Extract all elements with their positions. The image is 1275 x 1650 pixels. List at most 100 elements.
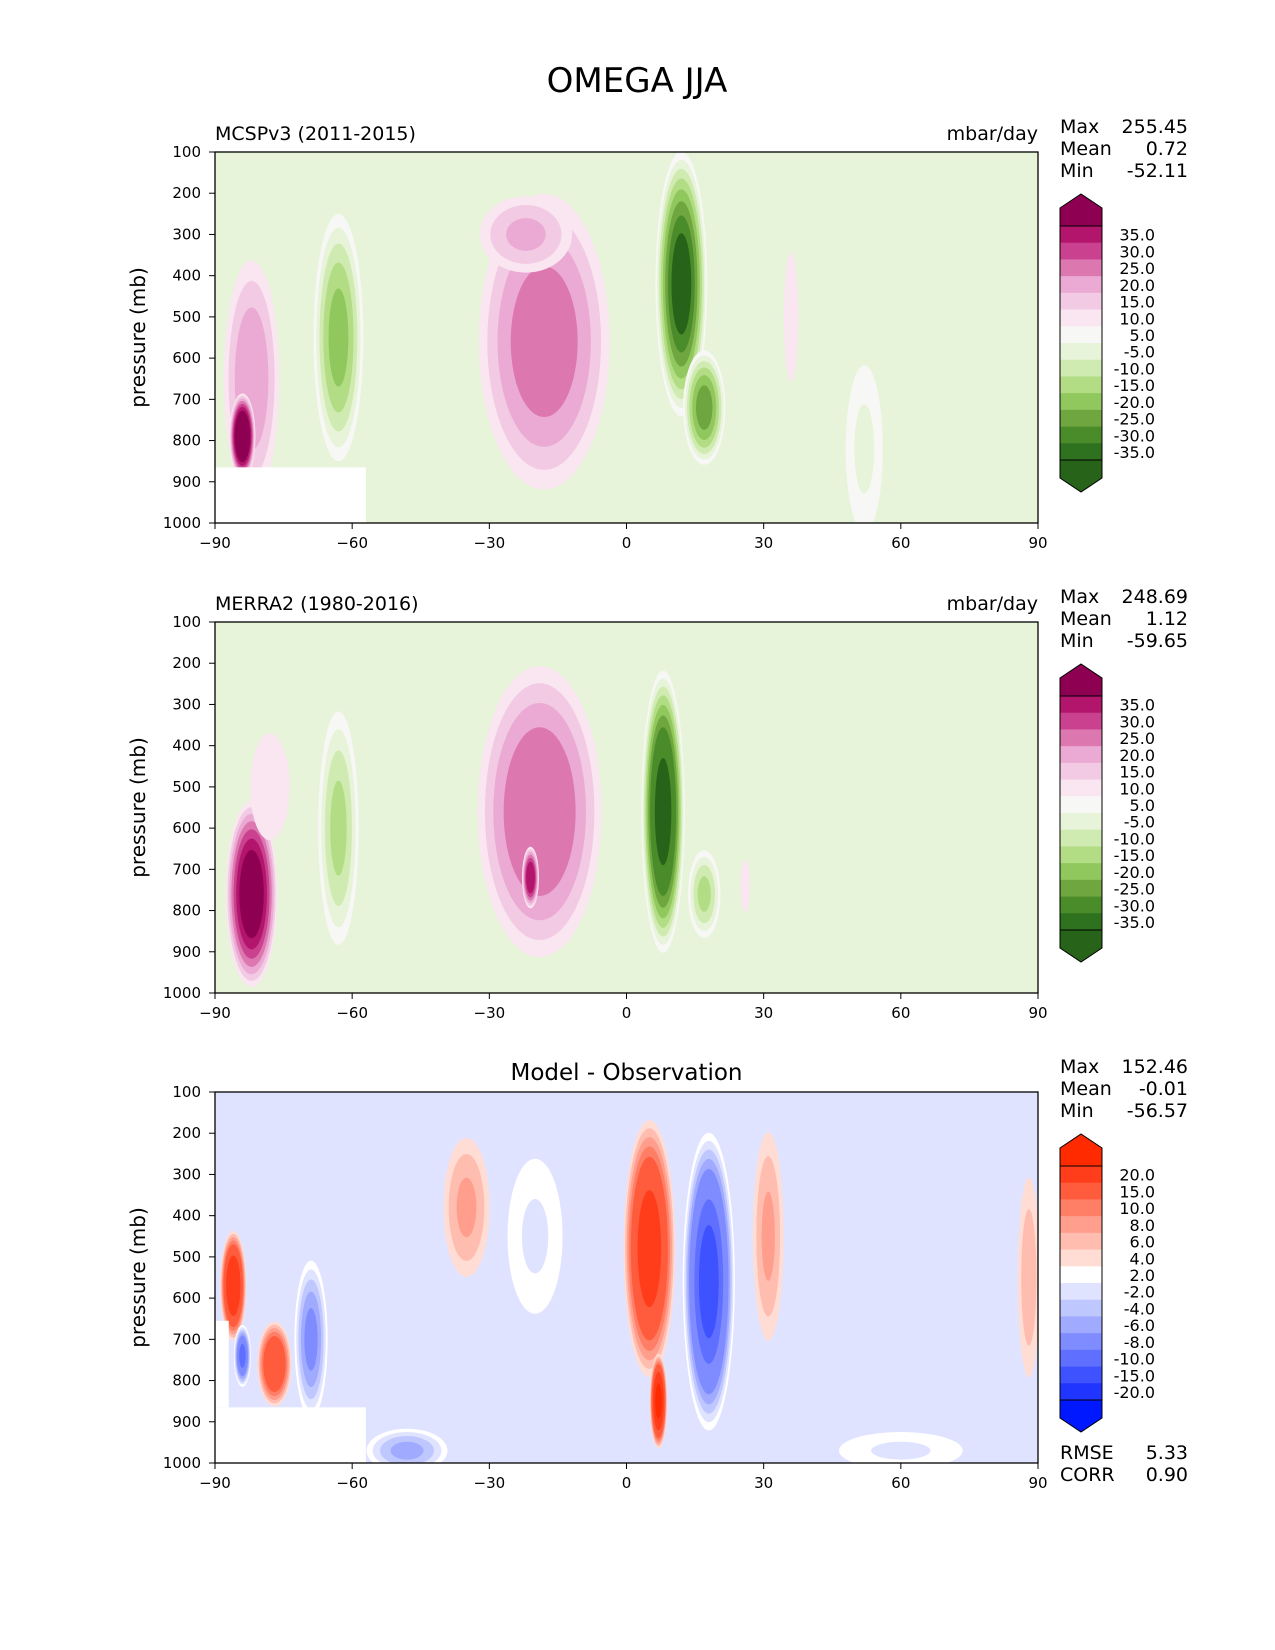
stat-label: Min: [1060, 160, 1094, 182]
colorbar-segment: [1060, 1366, 1102, 1384]
x-tick-label: 60: [891, 534, 910, 552]
contour-feature-2: [655, 1383, 662, 1420]
colorbar-label: 5.0: [1130, 326, 1155, 345]
colorbar-segment: [1060, 326, 1102, 344]
colorbar-label: -15.0: [1114, 846, 1155, 865]
x-tick-label: 60: [891, 1004, 910, 1022]
y-tick-label: 700: [172, 390, 201, 408]
colorbar-frame: [1059, 1165, 1103, 1401]
stat-value: 255.45: [1122, 116, 1188, 138]
y-tick-label: 1000: [163, 984, 201, 1002]
colorbar-segment: [1060, 846, 1102, 864]
colorbar-segment: [1060, 779, 1102, 797]
stat-label: Max: [1060, 586, 1099, 608]
colorbar-label: 35.0: [1119, 226, 1155, 245]
x-tick-label: −60: [336, 1004, 368, 1022]
colorbar-segment: [1060, 226, 1102, 244]
x-tick-label: −30: [474, 534, 506, 552]
stat-label: Mean: [1060, 138, 1112, 160]
contour-feature-5: [328, 288, 349, 387]
colorbar-label: -6.0: [1124, 1316, 1155, 1335]
colorbar-segment: [1060, 879, 1102, 897]
colorbar-segment: [1060, 796, 1102, 814]
contour-feature-8: [267, 1347, 282, 1381]
colorbar-segment: [1060, 1182, 1102, 1200]
y-tick-label: 400: [172, 267, 201, 285]
colorbar-segment: [1060, 259, 1102, 277]
colorbar-label: 4.0: [1130, 1249, 1155, 1268]
contour-feature-6: [259, 760, 280, 814]
x-tick-label: −30: [474, 1004, 506, 1022]
y-tick-label: 300: [172, 225, 201, 243]
colorbar-segment: [1060, 359, 1102, 377]
contour-fields: [220, 1120, 1038, 1463]
y-axis-label: pressure (mb): [126, 737, 150, 878]
y-tick-label: 700: [172, 1330, 201, 1348]
colorbar-segment: [1060, 813, 1102, 831]
y-tick-label: 500: [172, 1248, 201, 1266]
colorbar-segment: [1060, 1166, 1102, 1184]
x-tick-label: −90: [199, 534, 231, 552]
colorbar-segment: [1060, 1383, 1102, 1401]
colorbar-segment: [1060, 343, 1102, 361]
y-tick-label: 900: [172, 943, 201, 961]
contour-feature-9: [786, 272, 797, 362]
contour-feature-11: [390, 1441, 424, 1460]
colorbar-segment: [1060, 829, 1102, 847]
colorbar-segment: [1060, 1299, 1102, 1317]
y-tick-label: 600: [172, 1289, 201, 1307]
contour-feature-3: [698, 1225, 719, 1339]
contour-feature-8: [742, 867, 749, 904]
colorbar-frame: [1059, 695, 1103, 931]
colorbar-label: 25.0: [1119, 259, 1155, 278]
colorbar-segment: [1060, 242, 1102, 260]
stat-value: 152.46: [1122, 1056, 1188, 1078]
colorbar-segment: [1060, 276, 1102, 294]
x-tick-label: 60: [891, 1474, 910, 1492]
colorbar: 35.030.025.020.015.010.05.0-5.0-10.0-15.…: [1059, 193, 1155, 493]
colorbar-label: -20.0: [1114, 863, 1155, 882]
colorbar-label: -25.0: [1114, 880, 1155, 899]
x-tick-label: −60: [336, 534, 368, 552]
y-tick-label: 100: [172, 613, 201, 631]
y-tick-label: 200: [172, 654, 201, 672]
colorbar-segment: [1060, 1333, 1102, 1351]
contour-feature-13: [1023, 1232, 1034, 1323]
colorbar-label: 30.0: [1119, 712, 1155, 731]
contour-feature-7: [237, 420, 248, 453]
contour-feature-7: [228, 1264, 239, 1307]
panel-title-center: Model - Observation: [510, 1060, 742, 1086]
contour-feature-1: [639, 1199, 660, 1298]
colorbar-segment: [1060, 1199, 1102, 1217]
y-tick-label: 500: [172, 308, 201, 326]
stat-label: Max: [1060, 1056, 1099, 1078]
masked-region-2: [215, 1320, 229, 1408]
x-tick-label: 0: [622, 534, 632, 552]
stat-label: Max: [1060, 116, 1099, 138]
panel-3: −90 −60 −30 0 30 60 90 100 200 300 400 500 600 700 800…: [126, 1056, 1188, 1492]
stat-value: 5.33: [1146, 1442, 1188, 1464]
stat-label: Mean: [1060, 1078, 1112, 1100]
stat-value: -0.01: [1139, 1078, 1188, 1100]
colorbar-label: -10.0: [1114, 1350, 1155, 1369]
y-tick-label: 500: [172, 778, 201, 796]
y-tick-label: 800: [172, 1372, 201, 1390]
colorbar-label: -8.0: [1124, 1333, 1155, 1352]
colorbar-segment: [1060, 426, 1102, 444]
colorbar-segment: [1060, 292, 1102, 310]
contour-feature-10: [304, 1308, 318, 1371]
contour-feature-1: [514, 753, 565, 870]
contour-fields: [223, 152, 883, 523]
colorbar-label: -15.0: [1114, 376, 1155, 395]
colorbar-segment: [1060, 729, 1102, 747]
y-tick-label: 600: [172, 349, 201, 367]
x-tick-label: 30: [754, 1474, 773, 1492]
stat-label: Min: [1060, 630, 1094, 652]
colorbar-label: -30.0: [1114, 896, 1155, 915]
colorbar-label: 15.0: [1119, 1182, 1155, 1201]
colorbar-segment: [1060, 712, 1102, 730]
x-tick-label: −90: [199, 1004, 231, 1022]
y-tick-label: 100: [172, 143, 201, 161]
colorbar-label: 5.0: [1130, 796, 1155, 815]
